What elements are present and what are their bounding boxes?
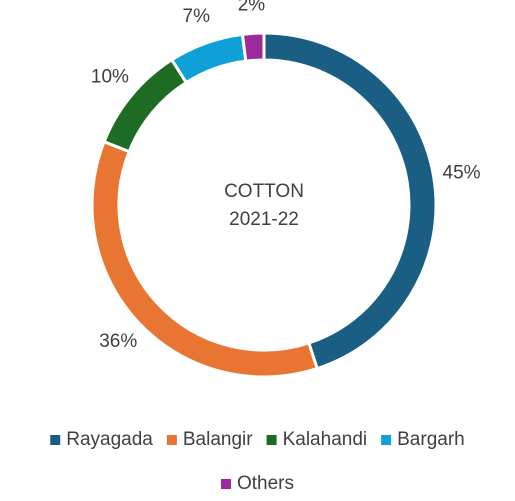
legend-swatch [50, 435, 61, 445]
data-label: 7% [183, 6, 211, 27]
legend-swatch [220, 479, 231, 489]
legend-label: Bargarh [397, 429, 465, 450]
legend-label: Rayagada [66, 429, 153, 450]
legend-swatch [266, 435, 277, 445]
donut-slice [169, 32, 248, 85]
donut-slice [240, 31, 266, 63]
legend-swatch [166, 435, 177, 445]
data-label: 2% [238, 0, 266, 15]
data-label: 36% [99, 331, 137, 352]
data-label: 10% [91, 67, 129, 88]
legend-label: Balangir [183, 429, 253, 450]
legend-swatch [381, 435, 392, 445]
legend-label: Others [237, 473, 294, 494]
legend-label: Kalahandi [283, 429, 368, 450]
chart-title: COTTON [224, 181, 304, 202]
data-label: 45% [443, 163, 481, 184]
chart-subtitle: 2021-22 [229, 209, 299, 230]
